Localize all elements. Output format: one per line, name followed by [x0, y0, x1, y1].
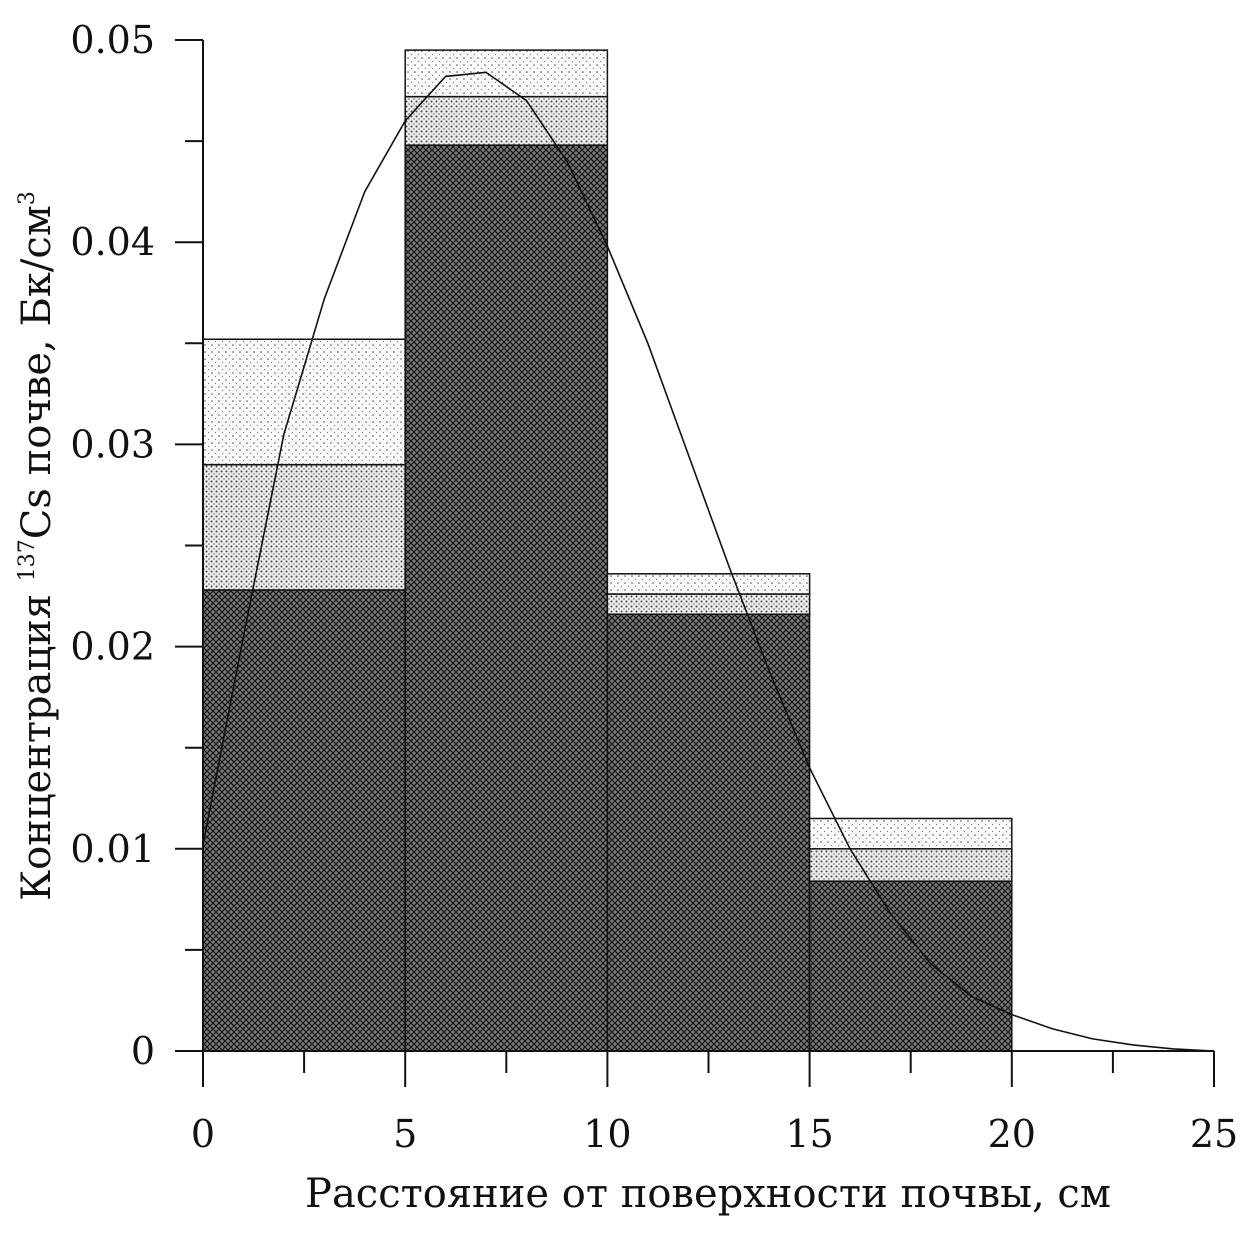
- x-tick-label: 15: [785, 1112, 833, 1156]
- x-axis-title: Расстояние от поверхности почвы, см: [305, 1171, 1111, 1217]
- x-tick-label: 0: [191, 1112, 215, 1156]
- y-tick-label: 0.04: [70, 220, 155, 264]
- bar-segment-1-0: [404, 144, 609, 1052]
- bar-segment-3-1: [808, 848, 1013, 882]
- y-axis-title-middle: почве, Бк/см: [14, 205, 60, 488]
- y-axis-title-unit-power: 3: [15, 191, 40, 205]
- bar-segment-0-2: [202, 338, 406, 466]
- y-axis-title: Концентрация 137Cs почве, Бк/см3: [14, 191, 60, 901]
- axes: [175, 39, 1215, 1087]
- bar-segment-0-1: [202, 463, 406, 591]
- y-axis-title-prefix: Концентрация: [14, 581, 60, 901]
- x-tick-label: 10: [583, 1112, 631, 1156]
- tick-labels: 0 0.01 0.02 0.03 0.04 0.05 0 5 10 15 20 25: [70, 18, 1238, 1156]
- fitted-curve: [202, 71, 1215, 1052]
- y-tick-label: 0.02: [70, 625, 155, 669]
- bar-segment-1-2: [404, 49, 609, 98]
- y-tick-label: 0: [131, 1029, 155, 1073]
- y-axis-title-element: Cs: [14, 488, 60, 539]
- bar-segment-2-1: [606, 593, 811, 615]
- x-tick-label: 20: [988, 1112, 1036, 1156]
- y-tick-label: 0.05: [70, 18, 155, 62]
- y-tick-label: 0.01: [70, 827, 155, 871]
- fitted-curve-layer: [202, 71, 1215, 1052]
- bar-segment-2-2: [606, 573, 811, 595]
- x-tick-label: 5: [393, 1112, 417, 1156]
- bar-segment-0-0: [202, 589, 406, 1052]
- bar-segment-1-1: [404, 95, 609, 146]
- y-tick-label: 0.03: [70, 422, 155, 466]
- bar-segment-3-0: [808, 880, 1013, 1052]
- bar-segment-2-0: [606, 613, 811, 1052]
- bar-segment-3-2: [808, 817, 1013, 850]
- histogram-bars: [202, 49, 1013, 1052]
- y-axis-title-isotope-mass: 137: [15, 539, 40, 581]
- x-tick-label: 25: [1190, 1112, 1238, 1156]
